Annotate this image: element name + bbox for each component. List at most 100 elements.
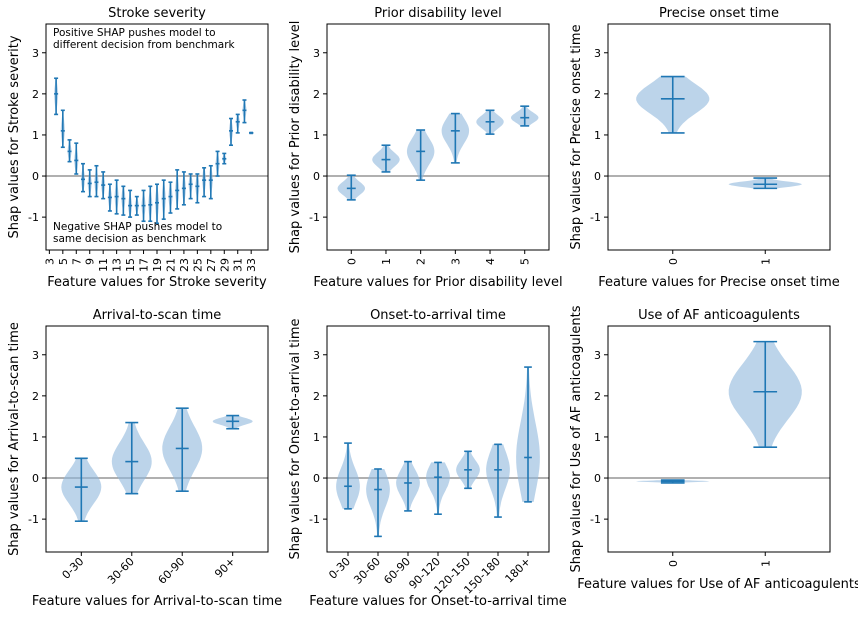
y-tick-label: 0 bbox=[594, 170, 601, 183]
subplot-title: Onset-to-arrival time bbox=[370, 308, 506, 323]
x-tick-label: 0-30 bbox=[60, 555, 87, 582]
x-tick-label: 0-30 bbox=[326, 555, 353, 582]
plot-frame bbox=[326, 23, 550, 251]
violin bbox=[155, 183, 159, 225]
y-tick-label: 3 bbox=[313, 47, 320, 60]
plot-frame bbox=[326, 325, 550, 553]
x-tick-label: 11 bbox=[97, 258, 110, 272]
x-tick-label: 21 bbox=[164, 258, 177, 272]
y-tick-label: 0 bbox=[313, 170, 320, 183]
subplot-5: -101230-3030-6060-9090-120120-150150-180… bbox=[288, 308, 567, 609]
y-tick-label: 3 bbox=[32, 349, 39, 362]
y-tick-label: 1 bbox=[313, 129, 320, 142]
violin bbox=[87, 169, 92, 198]
violin bbox=[212, 414, 253, 430]
y-tick-label: 3 bbox=[313, 349, 320, 362]
x-tick-label: 90+ bbox=[212, 555, 238, 581]
violin bbox=[441, 112, 470, 164]
violin bbox=[202, 167, 207, 198]
violin bbox=[188, 173, 193, 200]
x-tick-label: 25 bbox=[191, 258, 204, 272]
y-axis-label: Shap values for Stroke severity bbox=[7, 35, 22, 238]
x-tick-label: 3 bbox=[449, 258, 462, 265]
y-tick-label: 2 bbox=[313, 88, 320, 101]
x-tick-label: 19 bbox=[151, 258, 164, 272]
y-tick-label: 3 bbox=[594, 47, 601, 60]
violin bbox=[168, 181, 173, 214]
x-axis-label: Feature values for Prior disability leve… bbox=[313, 275, 562, 290]
violin bbox=[54, 77, 59, 116]
y-axis-label: Shap values for Use of AF anticoagulents bbox=[569, 305, 584, 572]
x-tick-label: 0 bbox=[667, 258, 680, 265]
violin bbox=[229, 117, 233, 147]
x-tick-label: 0 bbox=[345, 258, 358, 265]
violin bbox=[74, 142, 79, 175]
y-tick-label: 2 bbox=[313, 390, 320, 403]
violin bbox=[728, 340, 802, 449]
y-tick-label: -1 bbox=[28, 513, 39, 526]
violin bbox=[101, 171, 106, 200]
x-tick-label: 13 bbox=[111, 258, 124, 272]
y-tick-label: 2 bbox=[594, 390, 601, 403]
plot-frame bbox=[45, 325, 269, 553]
y-tick-label: -1 bbox=[309, 211, 320, 224]
violin bbox=[128, 189, 133, 218]
y-tick-label: 2 bbox=[32, 390, 39, 403]
x-tick-label: 15 bbox=[124, 258, 137, 272]
subplot-title: Prior disability level bbox=[374, 6, 502, 21]
violin bbox=[181, 171, 186, 206]
subplot-title: Use of AF anticoagulents bbox=[638, 308, 800, 323]
y-tick-label: 1 bbox=[594, 431, 601, 444]
y-tick-label: 0 bbox=[594, 472, 601, 485]
violin bbox=[208, 164, 213, 200]
violin bbox=[121, 185, 126, 216]
subplot-6: -1 0 1 2 3 0 1 Use of AF anticoagulents Feature … bbox=[569, 305, 858, 592]
violin bbox=[372, 144, 400, 173]
x-tick-label: 9 bbox=[84, 258, 97, 265]
violin bbox=[67, 139, 72, 163]
violin bbox=[141, 189, 146, 223]
plot-frame bbox=[607, 23, 831, 251]
violin bbox=[728, 177, 802, 190]
x-tick-label: 17 bbox=[138, 258, 151, 272]
violin bbox=[476, 109, 504, 135]
x-tick-label: 30-60 bbox=[351, 555, 383, 587]
violin bbox=[516, 366, 540, 503]
y-axis-label: Shap values for Onset-to-arrival time bbox=[288, 318, 303, 559]
x-tick-label: 30-60 bbox=[105, 555, 137, 587]
x-tick-label: 5 bbox=[57, 258, 70, 265]
violin bbox=[456, 450, 480, 490]
violin bbox=[148, 185, 153, 223]
violin bbox=[162, 407, 203, 492]
violin bbox=[511, 105, 539, 127]
subplot-title: Arrival-to-scan time bbox=[93, 308, 222, 323]
annotation-text: same decision as benchmark bbox=[53, 233, 207, 245]
y-tick-label: 1 bbox=[32, 431, 39, 444]
y-tick-label: -1 bbox=[28, 211, 39, 224]
y-axis-label: Shap values for Precise onset time bbox=[569, 24, 584, 249]
y-tick-label: 2 bbox=[594, 88, 601, 101]
y-tick-label: -1 bbox=[309, 513, 320, 526]
violin bbox=[114, 179, 119, 215]
x-tick-label: 60-90 bbox=[156, 555, 188, 587]
violin bbox=[242, 99, 247, 124]
y-tick-label: 0 bbox=[32, 472, 39, 485]
subplot-2: -1 0 1 2 3 0 1 2 3 4 5 Prior disability level Featur… bbox=[288, 6, 563, 290]
y-tick-label: -1 bbox=[590, 211, 601, 224]
violin bbox=[61, 457, 102, 522]
violin bbox=[396, 460, 420, 512]
x-tick-label: 31 bbox=[232, 258, 245, 272]
violin bbox=[235, 113, 240, 134]
subplot-3: -1 0 1 2 3 0 1 Precise onset time Feature values… bbox=[569, 6, 840, 290]
violin bbox=[107, 183, 112, 212]
y-axis-label: Shap values for Prior disability level bbox=[288, 21, 303, 254]
violin bbox=[426, 461, 450, 515]
violin bbox=[336, 442, 360, 510]
x-tick-label: 2 bbox=[415, 258, 428, 265]
violin bbox=[486, 443, 510, 518]
y-tick-label: 1 bbox=[594, 129, 601, 142]
subplot-title: Stroke severity bbox=[108, 6, 206, 21]
x-tick-label: 5 bbox=[519, 258, 532, 265]
